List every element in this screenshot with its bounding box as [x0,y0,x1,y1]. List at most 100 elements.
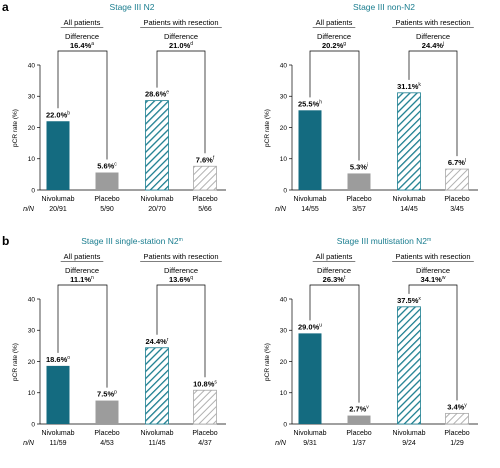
bar-value-label-superscript: o [67,355,70,361]
y-tick-label: 20 [28,359,36,366]
difference-bracket [57,284,108,388]
bar-value-label-superscript: u [319,322,322,328]
bar-placebo [95,172,119,190]
bar-value-label: 7.6%f [196,155,215,164]
bar-placebo [193,165,217,191]
bar-value-label: 5.3%i [350,162,368,171]
n-of-n-value: 11/45 [149,440,166,447]
bar-value-label: 6.7%l [448,158,466,167]
y-tick-label: 30 [280,328,288,335]
bar-value-label-superscript: h [319,99,322,105]
n-of-n-label: n/N [23,206,35,213]
panel-letter-a: a [2,0,9,14]
bar-value-label-text: 3.4% [447,402,464,411]
category-label: Nivolumab [293,196,326,203]
bar-value-label-text: 29.0% [298,322,320,331]
category-label: Placebo [444,196,469,203]
difference-bracket [309,284,360,403]
difference-bracket [408,284,458,401]
chart-subtitle: Stage III multistation N2m [337,236,431,246]
bar-value-label: 29.0%u [298,322,322,331]
group-heading: Patients with resection [395,252,470,261]
y-tick-label: 40 [280,62,288,69]
chart-subtitle: Stage III single-station N2m [81,236,183,246]
y-tick-label: 10 [280,390,288,397]
bar-placebo [347,415,371,424]
difference-value-text: 34.1% [421,275,443,284]
difference-label: Difference [317,266,351,275]
bar-placebo [347,173,371,190]
bar-value-label-superscript: k [418,82,421,88]
bar-value-label-superscript: c [114,162,117,168]
y-tick-label: 40 [280,296,288,303]
category-label: Nivolumab [41,430,74,437]
difference-value-superscript: w [442,275,446,281]
category-label: Placebo [444,430,469,437]
n-of-n-value: 20/91 [49,206,67,213]
bar-value-label-text: 24.4% [146,337,168,346]
n-of-n-value: 9/24 [402,440,416,447]
group-heading: All patients [64,18,101,27]
chart-subtitle-superscript: m [427,237,431,243]
bar-value-label-superscript: s [214,379,217,385]
n-of-n-value: 3/57 [352,206,366,213]
bar-value-label-text: 7.5% [97,390,114,399]
difference-value-text: 21.0% [169,41,191,50]
difference-label: Difference [416,32,450,41]
bar-value-label-text: 31.1% [397,82,419,91]
bar-value-label: 37.5%x [397,296,421,305]
difference-bracket [57,50,108,160]
bar-value-label-superscript: l [465,158,466,164]
bar-value-label: 5.6%c [97,162,117,171]
y-axis-title: pCR rate (%) [264,343,271,381]
group-heading: Patients with resection [143,18,218,27]
bar-value-label-superscript: e [166,90,169,96]
bar-value-label: 2.7%v [349,405,369,414]
bar-nivolumab [46,365,70,424]
difference-value-superscript: g [343,41,346,47]
group-heading: All patients [316,18,353,27]
bar-placebo [193,389,217,425]
y-tick-label: 0 [31,421,35,428]
difference-value: 11.1%n [70,275,94,284]
bar-value-label: 7.5%p [97,390,117,399]
bar-nivolumab [397,92,421,191]
bar-nivolumab [397,306,421,425]
n-of-n-value: 3/45 [450,206,464,213]
n-of-n-value: 11/59 [50,440,67,447]
bar-placebo [95,400,119,424]
difference-value-superscript: t [344,275,346,281]
difference-label: Difference [416,266,450,275]
difference-bracket [309,50,360,161]
y-tick-label: 10 [28,390,36,397]
bar-value-label: 22.0%b [46,110,70,119]
category-label: Nivolumab [293,430,326,437]
bar-value-label-superscript: f [213,155,215,161]
n-of-n-label: n/N [275,440,287,447]
n-of-n-value: 5/66 [198,206,212,213]
difference-bracket [156,50,206,154]
y-tick-label: 0 [283,421,287,428]
category-label: Placebo [192,196,217,203]
y-tick-label: 30 [280,94,288,101]
bar-value-label-text: 10.8% [193,379,215,388]
group-heading: All patients [316,252,353,261]
difference-bracket [156,284,206,378]
category-label: Placebo [346,196,371,203]
difference-value-superscript: d [190,41,193,47]
difference-value: 26.3%t [323,275,346,284]
category-label: Nivolumab [392,196,425,203]
bar-nivolumab [298,110,322,190]
n-of-n-value: 20/70 [148,206,166,213]
chart-subtitle-text: Stage III single-station N2 [81,236,179,246]
category-label: Placebo [192,430,217,437]
bar-nivolumab [298,333,322,424]
difference-value-text: 13.6% [169,275,191,284]
difference-value: 13.6%q [169,275,193,284]
bar-placebo [445,168,469,191]
group-heading: Patients with resection [395,18,470,27]
bar-value-label-superscript: x [418,296,421,302]
bar-placebo [445,412,469,425]
